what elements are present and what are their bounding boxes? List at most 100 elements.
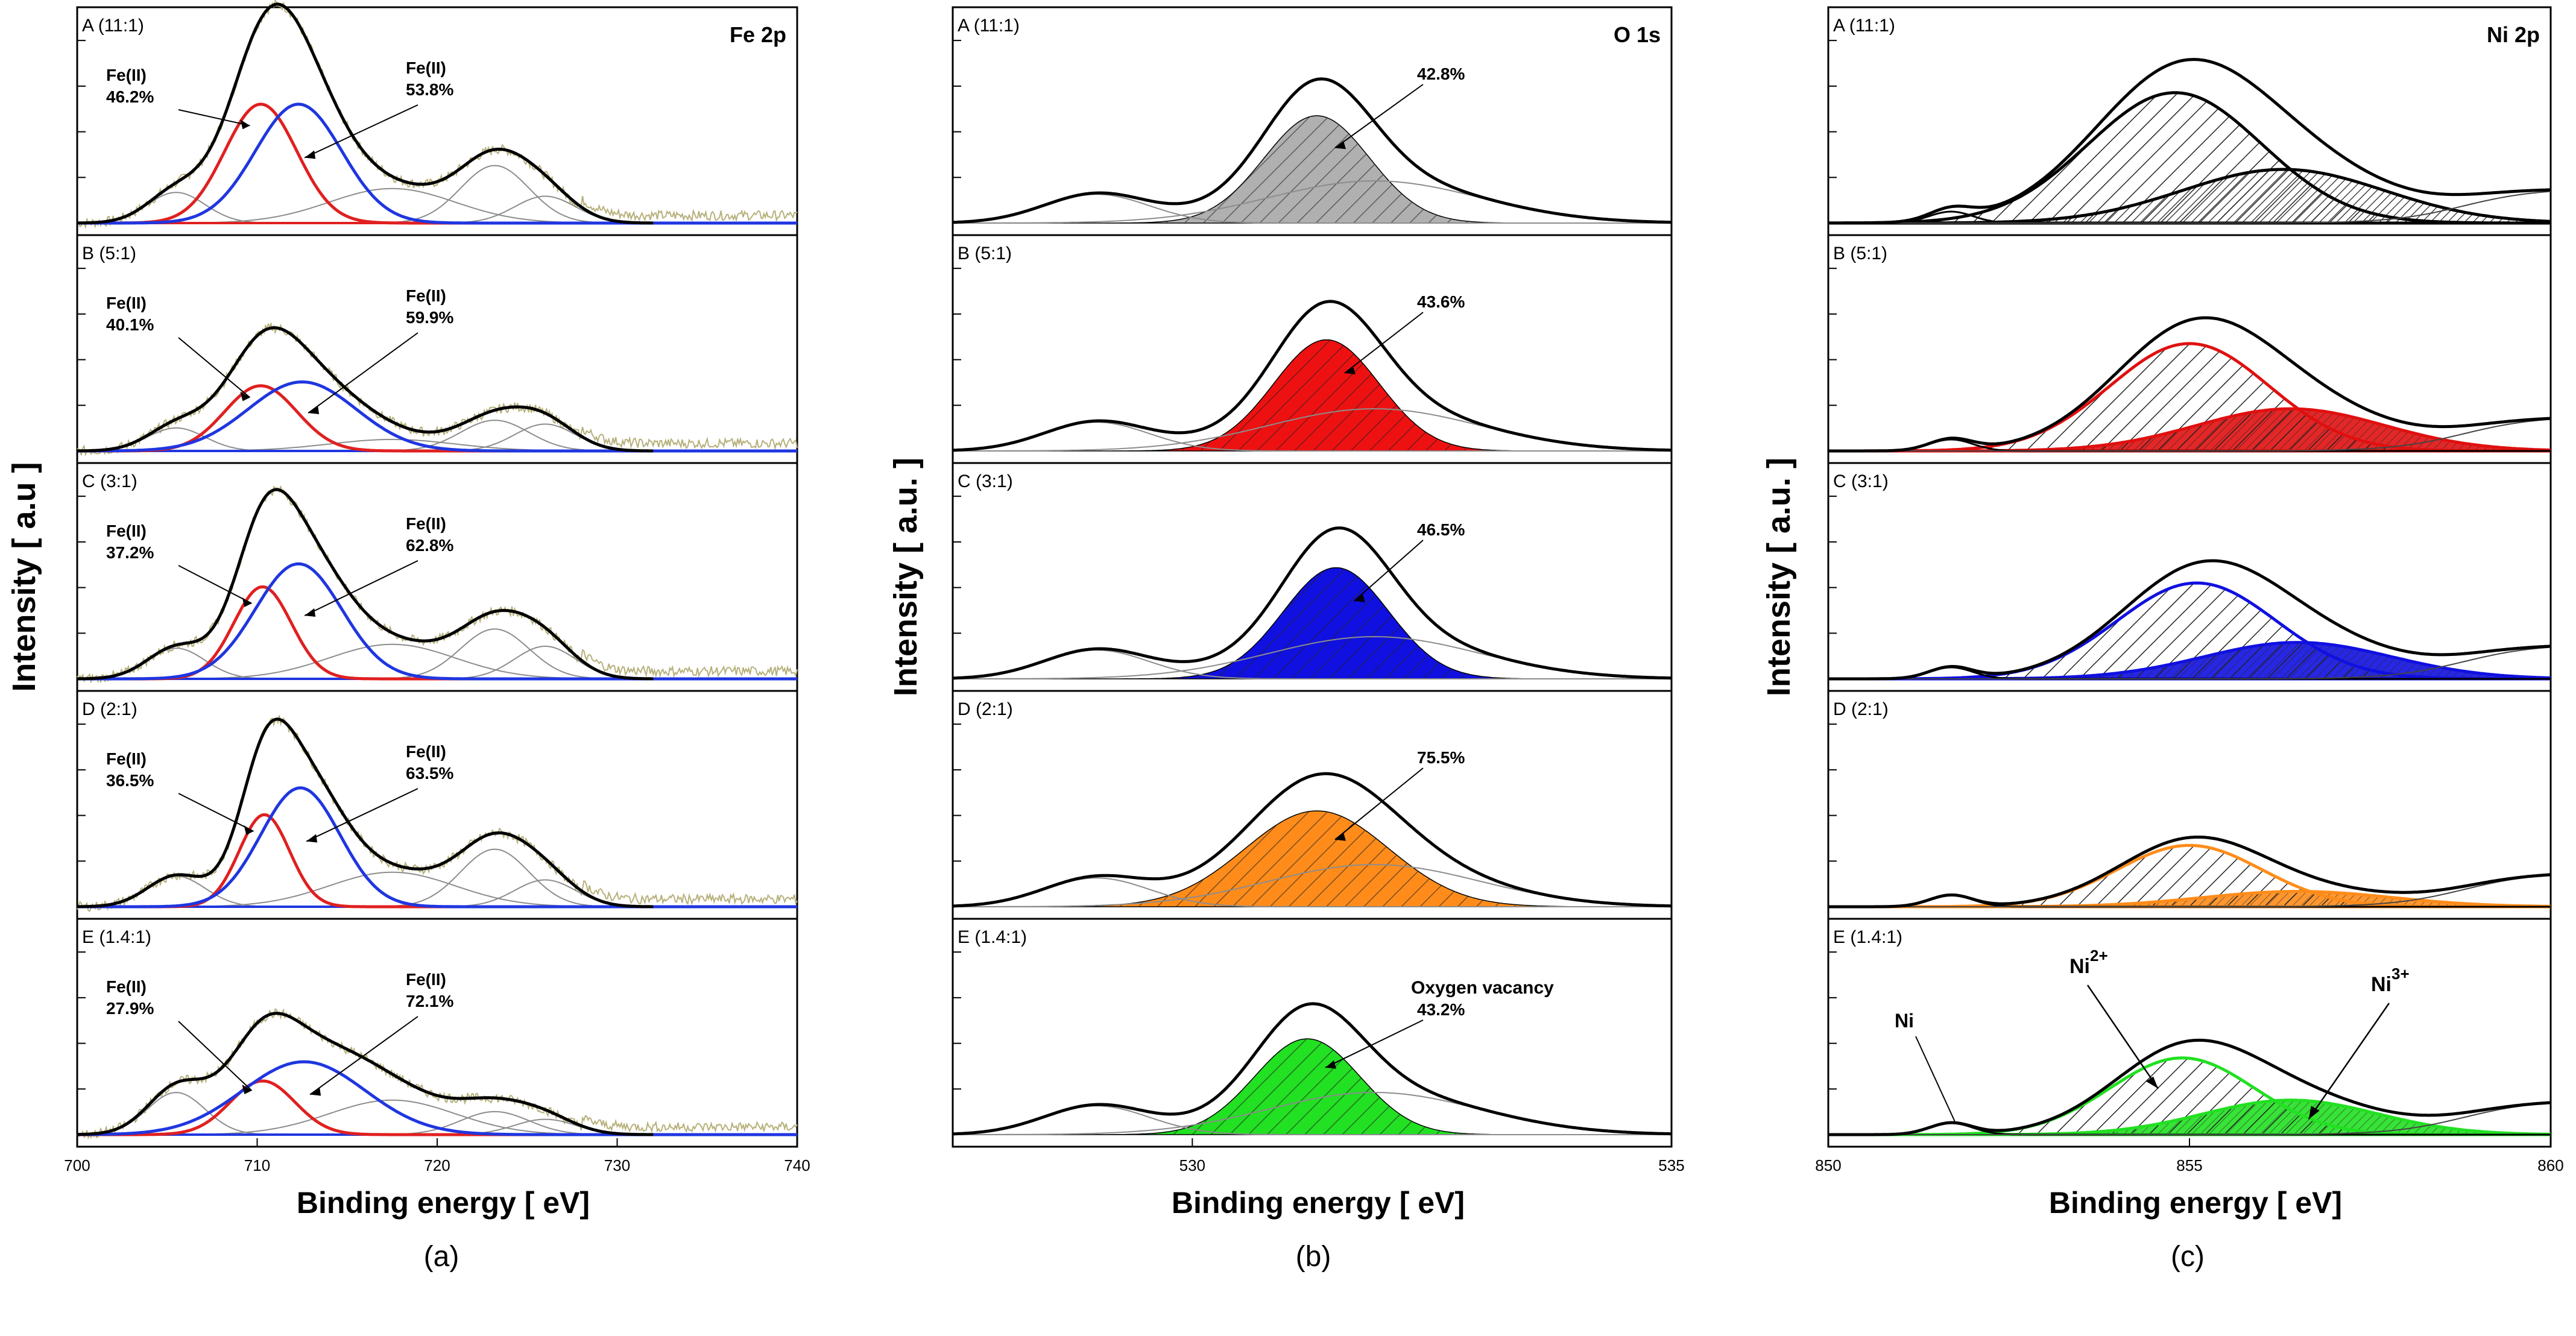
arrow (306, 788, 418, 842)
fe-peak-red (77, 102, 797, 225)
panel-label: E (1.4:1) (82, 927, 151, 947)
peak2-name: Fe(II) (406, 970, 446, 989)
fe-peak-blue (77, 562, 797, 681)
envelope (952, 526, 1672, 680)
chart-3: A (11:1) B (5:1) C (3:1) D (2:1) E (1.4:1) Ni… (1761, 6, 2564, 1273)
arrow-head (1354, 593, 1365, 602)
arrow (1334, 767, 1424, 840)
panel-frame (76, 918, 798, 1148)
panel-label: B (5:1) (82, 244, 136, 263)
peak2-name: Fe(II) (406, 58, 446, 77)
panel-frame (952, 918, 1673, 1148)
arrow (304, 560, 418, 616)
x-axis-title: Binding energy [ eV] (297, 1186, 590, 1220)
x-axis-title: Binding energy [ eV] (1172, 1186, 1465, 1220)
peak1-value: 36.5% (106, 771, 154, 790)
arrow-head (305, 608, 316, 617)
arrow-head (2308, 1106, 2320, 1120)
panel-2: B (5:1) 43.6% (952, 234, 1673, 464)
arrow-head (242, 1084, 252, 1094)
envelope (77, 326, 654, 453)
arrow (178, 1021, 253, 1091)
envelope (77, 717, 654, 909)
arrow-head (1325, 1060, 1337, 1069)
fe-peak-red (77, 585, 797, 681)
satellite-tail (1828, 1102, 2551, 1135)
panel-4: D (2:1) (1827, 690, 2552, 920)
subfigure-label: (a) (424, 1241, 459, 1273)
annotation-value: 75.5% (1417, 748, 1465, 767)
arrow (1325, 1019, 1424, 1068)
peak1-value: 37.2% (106, 543, 154, 562)
peak2-value: 63.5% (406, 764, 453, 783)
ni2-label: Ni (2069, 955, 2090, 978)
fe-peak-blue (77, 1060, 797, 1136)
peak1-value: 40.1% (106, 315, 154, 334)
arrow (1354, 540, 1424, 602)
panel-label: E (1.4:1) (1833, 927, 1902, 947)
element-label: O 1s (1614, 22, 1661, 47)
panel-label: C (3:1) (958, 471, 1013, 491)
panel-label: A (11:1) (82, 16, 144, 36)
x-tick-label: 700 (64, 1156, 90, 1174)
panel-label: D (2:1) (82, 699, 137, 719)
panel-3: C (3:1) Fe(II) 37.2% Fe(II) 62.8% (76, 462, 798, 692)
satellite-peak (77, 879, 654, 907)
raw-data (77, 1008, 798, 1140)
peak1-value: 46.2% (106, 87, 154, 106)
arrow-head (240, 119, 250, 130)
arrow-head (305, 150, 316, 159)
panel-label: D (2:1) (958, 699, 1013, 719)
ni2-hatch (1828, 583, 2551, 679)
panel-label: B (5:1) (1833, 244, 1887, 263)
y-axis-title: Intensity [ a.u ] (6, 462, 42, 692)
oxygen-peak-hatch (953, 1039, 1672, 1135)
panel-5: E (1.4:1) Oxygen vacancy 43.2% (952, 918, 1673, 1148)
peak2-value: 53.8% (406, 80, 453, 99)
x-tick-label: 855 (2176, 1156, 2202, 1174)
arrow (309, 1016, 418, 1095)
panel-label: C (3:1) (82, 471, 137, 491)
panel-2: B (5:1) (1827, 234, 2552, 464)
subfigure-label: (b) (1296, 1241, 1331, 1273)
peak2-name: Fe(II) (406, 742, 446, 761)
arrow-head (1334, 140, 1346, 150)
arrow (178, 565, 252, 604)
arrow (178, 109, 250, 127)
peak1-name: Fe(II) (106, 294, 147, 312)
annotation-value: 43.2% (1417, 1000, 1465, 1019)
subfigure-label: (c) (2171, 1241, 2205, 1273)
peak2-value: 72.1% (406, 992, 453, 1010)
panel-frame (76, 690, 798, 920)
y-axis-title: Intensity [ a.u. ] (1761, 458, 1797, 696)
raw-data (77, 322, 798, 457)
satellite-tail (1828, 646, 2551, 679)
x-tick-label: 850 (1815, 1156, 1841, 1174)
arrow (178, 337, 251, 399)
panel-label: B (5:1) (958, 244, 1012, 263)
arrow-head (242, 597, 252, 607)
oxygen-peak-hatch (953, 339, 1672, 451)
arrow-head (244, 825, 254, 835)
arrow (178, 793, 254, 832)
panel-label: C (3:1) (1833, 471, 1889, 491)
ni3-label: Ni (2371, 973, 2391, 996)
envelope (77, 2, 654, 225)
satellite-tail (1828, 874, 2551, 907)
envelope (1828, 836, 2551, 909)
x-tick-label: 860 (2537, 1156, 2563, 1174)
panel-4: D (2:1) Fe(II) 36.5% Fe(II) 63.5% (76, 690, 798, 920)
x-tick-label: 535 (1658, 1156, 1684, 1174)
arrow-head (1334, 832, 1346, 841)
arrow (304, 104, 418, 159)
envelope (77, 488, 654, 681)
x-tick-label: 730 (604, 1156, 630, 1174)
fe-peak-blue (77, 102, 797, 225)
annotation-value: 42.8% (1417, 65, 1465, 83)
ni2-hatch (1828, 1057, 2551, 1135)
panel-1: A (11:1) (1827, 6, 2552, 236)
satellite-tail (1828, 418, 2551, 452)
arrow-head (308, 406, 320, 415)
